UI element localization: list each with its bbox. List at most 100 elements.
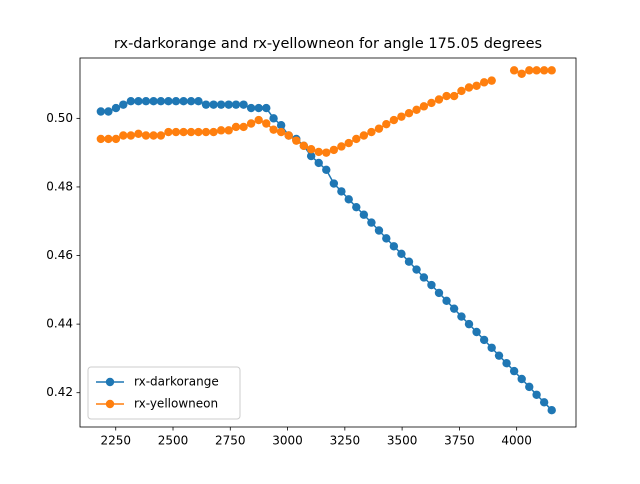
point [352,134,361,144]
point [472,327,481,337]
point [509,66,519,75]
point [276,121,286,130]
point [479,335,489,345]
point [216,126,226,135]
point [367,218,376,227]
point [246,119,256,128]
x-tick-label: 2750 [215,434,246,448]
point [525,66,534,75]
point [224,126,233,135]
point [382,119,391,129]
point [532,390,541,399]
point [322,165,331,174]
point [494,351,504,360]
point [164,97,173,106]
point [194,127,203,137]
point [389,115,399,125]
point [239,100,248,109]
point [412,105,421,114]
x-tick-label: 3000 [272,434,303,448]
point [427,98,436,108]
point [284,131,293,140]
point [156,97,166,106]
point [539,398,549,407]
axes-frame [79,57,577,428]
point [337,187,346,196]
point [434,288,444,298]
point [306,151,316,161]
point [96,134,106,144]
point [397,249,406,259]
point [126,97,136,106]
legend-label: rx-darkorange [134,375,219,389]
point [382,234,391,243]
point [487,76,496,85]
point [224,100,233,109]
point [472,81,481,90]
point [186,127,196,137]
point [231,122,241,132]
point [141,131,151,140]
point [457,86,466,96]
point [367,127,376,137]
point [201,127,211,137]
point [344,195,353,204]
point [276,127,286,137]
point [231,100,241,109]
point [532,66,541,75]
point [352,202,361,212]
point [111,103,121,113]
point [457,312,466,321]
point [119,100,128,109]
legend-marker [105,377,115,387]
point [359,131,369,140]
point [299,141,309,150]
point [442,91,451,101]
point [171,127,181,137]
point [464,83,474,92]
x-tick-label: 4000 [501,434,532,448]
x-tick-label: 2500 [158,434,189,448]
point [509,366,519,376]
point [547,66,556,75]
y-tick-label: 0.44 [46,317,73,331]
point [141,97,151,106]
point [404,257,414,266]
point [464,319,474,329]
point [329,145,339,155]
legend-label: rx-yellowneon [134,397,218,411]
point [262,103,271,113]
point [449,91,459,101]
point [479,78,489,87]
point [149,131,158,140]
point [517,69,526,78]
point [104,107,113,116]
point [292,136,301,145]
point [517,374,526,384]
point [374,226,384,235]
y-tick-label: 0.46 [46,248,73,262]
point [216,100,226,109]
point [194,97,203,106]
point [262,119,271,128]
point [434,95,444,104]
point [389,242,399,251]
point [322,148,331,157]
point [487,343,496,352]
point [209,127,218,137]
point [171,97,181,106]
point [547,405,556,415]
point [525,382,534,392]
legend-marker [105,399,115,409]
point [419,102,429,111]
chart-title: rx-darkorange and rx-yellowneon for angl… [114,36,542,52]
point [314,158,323,168]
point [419,273,429,282]
point [337,142,346,151]
point [306,145,316,154]
point [359,210,369,219]
point [254,103,263,113]
point [96,107,106,116]
y-tick-label: 0.50 [46,111,73,125]
